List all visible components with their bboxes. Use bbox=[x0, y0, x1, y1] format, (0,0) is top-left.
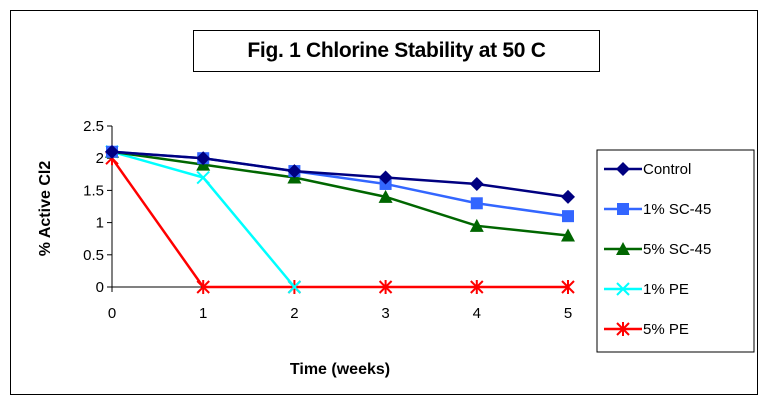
data-point-marker bbox=[196, 151, 211, 166]
data-point-marker bbox=[378, 280, 393, 294]
legend-swatch-marker bbox=[616, 322, 630, 336]
series-5-sc-45 bbox=[105, 144, 575, 242]
data-point-marker bbox=[196, 280, 210, 294]
data-point-marker bbox=[196, 170, 210, 185]
legend-label: 1% SC-45 bbox=[643, 201, 711, 218]
legend-swatch-marker bbox=[616, 242, 630, 255]
legend-swatch-marker bbox=[616, 282, 630, 296]
series-line bbox=[111, 150, 569, 199]
data-point-marker bbox=[378, 189, 393, 203]
series-line bbox=[111, 150, 296, 288]
axes: 0 0.5 1 1.5 2 2.5 0 1 2 3 4 5 bbox=[83, 118, 572, 322]
chart-title-box: Fig. 1 Chlorine Stability at 50 C bbox=[193, 30, 600, 72]
x-tick-label: 5 bbox=[564, 305, 572, 322]
y-tick-label: 0.5 bbox=[83, 247, 104, 264]
chart-title: Fig. 1 Chlorine Stability at 50 C bbox=[247, 39, 546, 62]
data-point-marker bbox=[470, 280, 484, 294]
x-tick-label: 2 bbox=[290, 305, 298, 322]
x-tick-label: 0 bbox=[108, 305, 116, 322]
legend-swatch-marker-stroke bbox=[616, 282, 630, 296]
legend-item: Control bbox=[604, 161, 691, 178]
data-point-marker bbox=[287, 280, 302, 294]
legend-label: 5% PE bbox=[643, 321, 689, 338]
data-point-marker bbox=[561, 189, 575, 204]
series-control bbox=[105, 144, 575, 204]
y-axis-title: % Active Cl2 bbox=[37, 161, 54, 257]
series-line bbox=[110, 157, 568, 289]
legend-label: Control bbox=[643, 161, 691, 178]
data-point-marker bbox=[287, 164, 302, 179]
legend: Control 1% SC-45 5% SC-45 1% PE 5% PE bbox=[596, 149, 755, 353]
data-point-marker bbox=[562, 210, 574, 223]
data-point-marker bbox=[561, 228, 575, 242]
legend-swatch-marker bbox=[616, 162, 630, 176]
series-layer bbox=[105, 144, 575, 294]
data-point-marker bbox=[378, 170, 393, 185]
y-tick-label: 1.5 bbox=[83, 182, 104, 199]
series-line bbox=[111, 150, 569, 237]
y-tick-label: 2 bbox=[96, 150, 104, 167]
x-tick-label: 3 bbox=[381, 305, 389, 322]
x-tick-label: 4 bbox=[473, 305, 481, 322]
data-point-marker bbox=[469, 176, 484, 191]
legend-item: 5% PE bbox=[604, 321, 689, 338]
x-tick-label: 1 bbox=[199, 305, 207, 322]
series-5-pe bbox=[105, 151, 575, 294]
legend-swatch-marker bbox=[617, 203, 629, 215]
data-point-marker bbox=[105, 144, 119, 159]
legend-item: 1% SC-45 bbox=[604, 201, 711, 218]
legend-item: 5% SC-45 bbox=[604, 241, 711, 258]
data-point-marker bbox=[561, 280, 575, 294]
data-point-marker bbox=[470, 197, 483, 210]
data-point-marker-stroke bbox=[196, 170, 210, 185]
legend-label: 1% PE bbox=[643, 281, 689, 298]
y-tick-label: 0 bbox=[96, 279, 104, 296]
y-tick-label: 2.5 bbox=[83, 118, 104, 135]
legend-label: 5% SC-45 bbox=[643, 241, 711, 258]
data-point-marker-stroke bbox=[287, 280, 302, 294]
legend-item: 1% PE bbox=[604, 281, 689, 298]
data-point-marker bbox=[469, 218, 484, 232]
y-tick-label: 1 bbox=[96, 215, 104, 232]
x-axis-title: Time (weeks) bbox=[290, 361, 390, 378]
